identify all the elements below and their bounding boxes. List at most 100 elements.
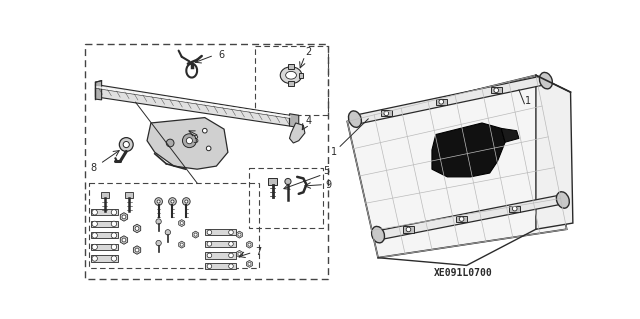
Bar [91,209,118,215]
Circle shape [228,241,234,246]
Bar [403,226,414,233]
Polygon shape [147,118,228,169]
Circle shape [92,256,97,261]
Circle shape [122,215,126,219]
Text: 1: 1 [525,96,531,107]
Circle shape [180,243,183,246]
Circle shape [92,244,97,250]
Circle shape [165,230,170,235]
Bar [491,87,502,93]
Circle shape [406,227,411,232]
Circle shape [171,200,174,203]
Circle shape [207,253,212,258]
Bar [250,168,323,228]
Text: 8: 8 [91,163,97,173]
Text: 1: 1 [331,147,337,157]
Circle shape [207,230,212,235]
Circle shape [123,141,129,148]
Circle shape [228,253,234,258]
Bar [205,263,236,269]
Polygon shape [289,114,299,128]
Text: 7: 7 [255,247,262,257]
Circle shape [182,134,196,148]
Bar [101,192,109,198]
Circle shape [122,238,126,242]
Text: XE091L0700: XE091L0700 [433,268,492,278]
Text: 4: 4 [306,116,312,126]
Bar [125,192,133,198]
Circle shape [182,198,190,205]
Circle shape [384,111,388,116]
Circle shape [202,128,207,133]
Circle shape [111,256,116,261]
Bar [205,252,236,258]
Circle shape [228,230,234,235]
Polygon shape [348,75,566,258]
Circle shape [119,137,133,152]
Circle shape [92,221,97,226]
Circle shape [156,219,161,224]
Ellipse shape [372,226,385,243]
Polygon shape [432,123,505,177]
Text: 5: 5 [323,166,330,176]
Bar [91,232,118,239]
Circle shape [207,264,212,269]
Bar [436,99,447,105]
Bar [255,46,328,115]
Circle shape [460,217,464,221]
Circle shape [111,210,116,215]
Bar [268,178,277,185]
Bar [509,205,520,212]
Circle shape [157,200,160,203]
Bar [456,216,467,222]
Polygon shape [536,75,573,229]
Bar [90,183,259,268]
Bar [205,241,236,247]
Circle shape [194,233,197,236]
Bar [91,221,118,227]
Text: 3: 3 [193,135,198,145]
Circle shape [111,221,116,226]
Polygon shape [381,196,560,239]
Circle shape [135,248,139,252]
Circle shape [206,146,211,151]
Circle shape [513,206,517,211]
Circle shape [228,264,234,269]
Text: 9: 9 [325,180,331,189]
Circle shape [111,244,116,250]
Ellipse shape [540,72,552,89]
Bar [91,244,118,250]
Bar [288,64,294,69]
Polygon shape [358,76,543,124]
Circle shape [92,210,97,215]
Bar [86,44,328,279]
Circle shape [207,241,212,246]
Circle shape [248,243,251,246]
Circle shape [238,233,241,236]
Polygon shape [501,128,519,142]
Ellipse shape [556,192,570,208]
Bar [205,229,236,235]
Bar [288,81,294,86]
Circle shape [238,252,241,256]
Circle shape [180,221,183,225]
Ellipse shape [280,67,302,84]
Circle shape [156,241,161,246]
Polygon shape [289,123,305,143]
Bar [381,110,392,116]
Circle shape [168,198,176,205]
Bar [91,256,118,262]
Circle shape [248,262,251,265]
Polygon shape [95,81,102,100]
Circle shape [185,200,188,203]
Polygon shape [95,85,289,126]
Circle shape [135,226,139,230]
Circle shape [494,88,499,93]
Text: 6: 6 [219,50,225,60]
Circle shape [166,139,174,147]
Text: 2: 2 [306,47,312,57]
Ellipse shape [285,71,296,79]
Circle shape [439,100,444,104]
Ellipse shape [348,111,362,127]
Bar [299,73,303,78]
